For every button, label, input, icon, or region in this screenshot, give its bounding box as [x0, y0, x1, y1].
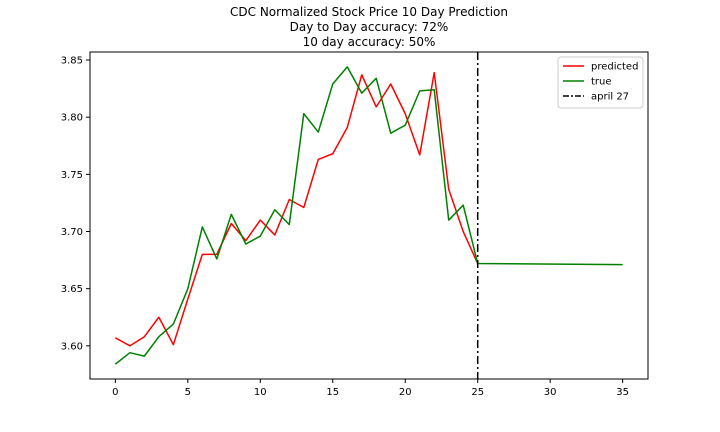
legend: predicted true april 27 [557, 56, 644, 109]
y-tick-label: 3.80 [61, 113, 83, 124]
y-tick-label: 3.65 [61, 284, 83, 295]
x-tick-label: 10 [254, 387, 267, 398]
plot-area [114, 52, 623, 379]
y-tick-label: 3.70 [61, 227, 83, 238]
chart-title-line-3: 10 day accuracy: 50% [303, 35, 436, 49]
x-tick-label: 20 [399, 387, 412, 398]
x-tick-label: 30 [544, 387, 557, 398]
chart-title-line-2: Day to Day accuracy: 72% [290, 20, 449, 34]
legend-label-true: true [591, 77, 612, 88]
x-tick-label: 5 [185, 387, 191, 398]
y-tick-label: 3.85 [61, 56, 83, 67]
chart-title-line-1: CDC Normalized Stock Price 10 Day Predic… [230, 5, 508, 19]
series-line-true [114, 66, 623, 365]
x-tick-label: 0 [112, 387, 118, 398]
chart-title: CDC Normalized Stock Price 10 Day Predic… [230, 5, 508, 49]
axes: 0 5 10 15 20 25 30 35 3.60 3.65 3.70 3.75 3.80 3.85 [61, 51, 649, 398]
axes-frame [89, 51, 649, 380]
y-tick-label: 3.60 [61, 341, 83, 352]
legend-label-predicted: predicted [591, 62, 638, 73]
legend-label-april-27: april 27 [591, 92, 629, 103]
y-tick-label: 3.75 [61, 170, 83, 181]
series-line-predicted [114, 71, 479, 347]
x-tick-label: 15 [326, 387, 339, 398]
x-tick-label: 35 [616, 387, 629, 398]
x-tick-label: 25 [471, 387, 484, 398]
